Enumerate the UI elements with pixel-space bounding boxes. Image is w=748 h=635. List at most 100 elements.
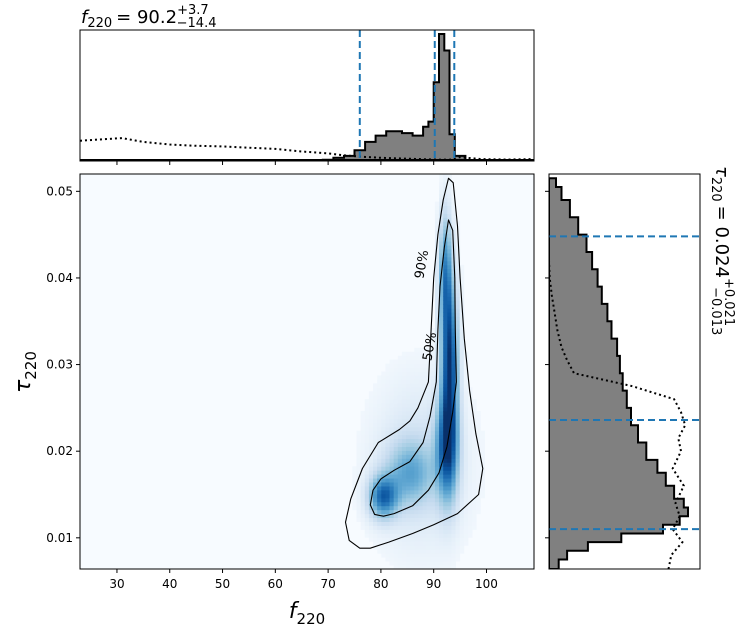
heatmap-cell — [455, 253, 461, 258]
heatmap-cell — [459, 391, 465, 396]
heatmap-cell — [451, 363, 456, 368]
heatmap-cell — [393, 490, 399, 495]
heatmap-cell — [381, 458, 386, 463]
heatmap-cell — [476, 501, 481, 507]
heatmap-cell — [377, 438, 382, 443]
tau220-posterior-histogram — [549, 177, 689, 569]
heatmap-cell — [401, 391, 407, 396]
heatmap-cell — [443, 288, 448, 293]
heatmap-cell — [377, 395, 382, 400]
heatmap-cell — [447, 422, 452, 428]
heatmap-cell — [389, 418, 395, 424]
heatmap-cell — [426, 407, 432, 412]
heatmap-cell — [439, 541, 444, 546]
heatmap-cell — [439, 312, 444, 317]
heatmap-cell — [360, 434, 366, 440]
heatmap-cell — [459, 450, 465, 455]
heatmap-cell — [397, 458, 403, 463]
heatmap-cell — [410, 454, 415, 459]
heatmap-cell — [447, 320, 452, 325]
heatmap-cell — [406, 474, 411, 479]
heatmap-cell — [426, 490, 432, 495]
heatmap-cell — [414, 521, 419, 526]
heatmap-cell — [455, 549, 461, 554]
heatmap-cell — [459, 379, 465, 384]
heatmap-cell — [447, 407, 452, 412]
heatmap-cell — [422, 553, 428, 558]
heatmap-cell — [463, 493, 469, 499]
heatmap-cell — [480, 493, 485, 499]
heatmap-cell — [364, 490, 370, 495]
heatmap-cell — [434, 387, 440, 392]
heatmap-cell — [455, 505, 461, 511]
heatmap-cell — [426, 462, 432, 467]
heatmap-cell — [463, 434, 469, 440]
heatmap-cell — [459, 367, 465, 372]
heatmap-cell — [443, 343, 448, 349]
heatmap-cell — [434, 221, 440, 226]
heatmap-cell — [472, 407, 477, 412]
heatmap-cell — [434, 462, 440, 467]
heatmap-cell — [389, 505, 395, 511]
heatmap-cell — [443, 490, 448, 495]
heatmap-cell — [377, 490, 382, 495]
heatmap-cell — [459, 324, 465, 329]
heatmap-cell — [401, 517, 407, 522]
heatmap-cell — [410, 458, 415, 463]
heatmap-cell — [393, 391, 399, 396]
heatmap-cell — [447, 434, 452, 440]
heatmap-cell — [443, 446, 448, 451]
heatmap-cell — [377, 537, 382, 542]
heatmap-cell — [426, 466, 432, 471]
heatmap-cell — [414, 403, 419, 408]
heatmap-cell — [443, 414, 448, 420]
heatmap-cell — [439, 399, 444, 404]
heatmap-cell — [459, 335, 465, 341]
heatmap-cell — [439, 513, 444, 519]
heatmap-cell — [373, 407, 378, 412]
heatmap-cell — [389, 391, 395, 396]
heatmap-cell — [389, 513, 395, 519]
heatmap-cell — [418, 411, 423, 416]
heatmap-cell — [401, 509, 407, 515]
heatmap-cell — [410, 529, 415, 534]
heatmap-cell — [455, 284, 461, 289]
heatmap-cell — [377, 411, 382, 416]
heatmap-cell — [463, 533, 469, 538]
heatmap-cell — [467, 486, 473, 491]
heatmap-cell — [480, 446, 485, 451]
heatmap-cell — [410, 525, 415, 530]
heatmap-cell — [455, 414, 461, 420]
heatmap-cell — [389, 501, 395, 507]
heatmap-cell — [455, 438, 461, 443]
heatmap-cell — [434, 446, 440, 451]
heatmap-cell — [373, 545, 378, 550]
heatmap-cell — [385, 422, 390, 428]
heatmap-cell — [410, 442, 415, 447]
heatmap-cell — [385, 387, 390, 392]
y-tick-label: 0.01 — [46, 531, 73, 545]
heatmap-cell — [389, 403, 395, 408]
heatmap-cell — [414, 493, 419, 499]
heatmap-cell — [476, 505, 481, 511]
heatmap-cell — [406, 454, 411, 459]
heatmap-cell — [430, 501, 436, 507]
heatmap-cell — [443, 391, 448, 396]
heatmap-cell — [364, 407, 370, 412]
heatmap-cell — [443, 363, 448, 368]
heatmap-cell — [430, 391, 436, 396]
heatmap-cell — [414, 438, 419, 443]
heatmap-cell — [406, 541, 411, 546]
heatmap-cell — [443, 351, 448, 357]
heatmap-cell — [439, 320, 444, 325]
heatmap-cell — [356, 434, 362, 440]
heatmap-cell — [430, 462, 436, 467]
heatmap-cell — [401, 359, 407, 364]
heatmap-cell — [447, 387, 452, 392]
heatmap-cell — [439, 438, 444, 443]
heatmap-cell — [393, 371, 399, 376]
heatmap-cell — [414, 387, 419, 392]
heatmap-cell — [459, 316, 465, 321]
heatmap-cell — [439, 474, 444, 479]
heatmap-cell — [439, 505, 444, 511]
